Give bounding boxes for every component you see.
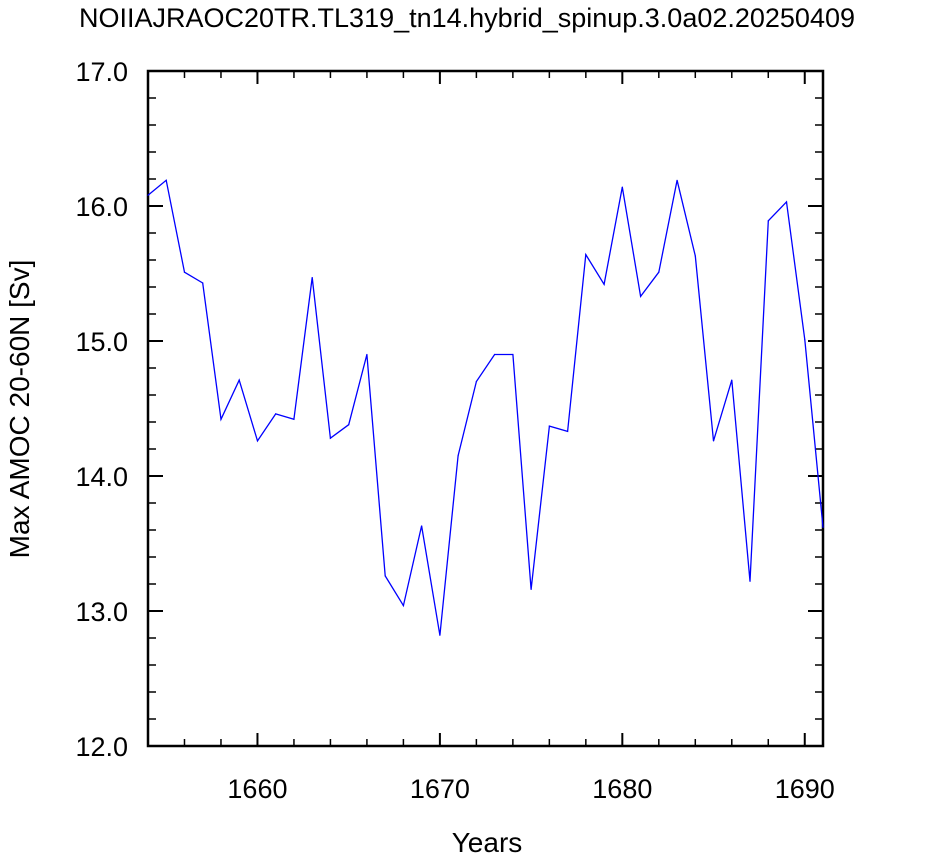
data-point xyxy=(275,413,277,415)
chart-title: NOIIAJRAOC20TR.TL319_tn14.hybrid_spinup.… xyxy=(79,3,855,33)
x-axis-label: Years xyxy=(452,827,523,858)
data-point xyxy=(603,283,605,285)
x-tick-label: 1680 xyxy=(592,774,652,804)
series-layer xyxy=(147,179,824,636)
x-tick-label: 1690 xyxy=(775,774,835,804)
data-point xyxy=(494,353,496,356)
data-point xyxy=(712,440,715,442)
x-tick-label: 1670 xyxy=(410,774,470,804)
data-point xyxy=(311,276,313,279)
data-point xyxy=(475,380,477,383)
data-point xyxy=(384,575,386,577)
data-point xyxy=(585,254,587,256)
data-point xyxy=(639,295,642,298)
plot-axes xyxy=(146,69,825,748)
data-point xyxy=(147,194,149,196)
y-tick-label: 14.0 xyxy=(75,462,128,492)
data-point xyxy=(256,440,259,442)
data-point xyxy=(348,424,350,426)
data-point xyxy=(804,339,806,341)
data-point xyxy=(329,437,332,439)
data-point xyxy=(658,271,660,273)
y-tick-label: 13.0 xyxy=(75,597,128,627)
data-point xyxy=(694,255,696,257)
axis-tick-labels: 1660 1670 1680 1690 12.0 13.0 14.0 15.0 16.0 17.0 xyxy=(75,57,834,804)
data-point xyxy=(202,282,204,284)
data-point xyxy=(731,379,733,381)
y-tick-label: 16.0 xyxy=(75,192,128,222)
data-point xyxy=(439,634,441,636)
data-point xyxy=(402,605,405,607)
data-point xyxy=(785,201,788,203)
data-point xyxy=(238,379,240,381)
data-point xyxy=(548,425,550,427)
data-point xyxy=(457,455,459,457)
data-point xyxy=(183,271,186,273)
y-tick-label: 15.0 xyxy=(75,327,128,357)
data-point xyxy=(220,418,222,420)
data-point xyxy=(421,525,423,527)
data-point xyxy=(767,220,769,222)
data-point xyxy=(822,526,824,528)
data-point xyxy=(676,179,678,181)
data-point xyxy=(566,430,569,433)
data-point xyxy=(165,179,167,181)
y-tick-label: 12.0 xyxy=(75,732,128,762)
data-point xyxy=(621,186,623,188)
data-point xyxy=(293,418,295,420)
x-tick-label: 1660 xyxy=(227,774,287,804)
data-point xyxy=(512,353,514,356)
y-axis-label: Max AMOC 20-60N [Sv] xyxy=(4,260,35,559)
data-point xyxy=(530,588,532,591)
series-line xyxy=(147,179,824,636)
data-point xyxy=(749,580,751,582)
plot-frame xyxy=(146,69,825,748)
y-tick-label: 17.0 xyxy=(75,57,128,87)
data-point xyxy=(366,353,368,356)
axis-ticks xyxy=(147,70,823,747)
